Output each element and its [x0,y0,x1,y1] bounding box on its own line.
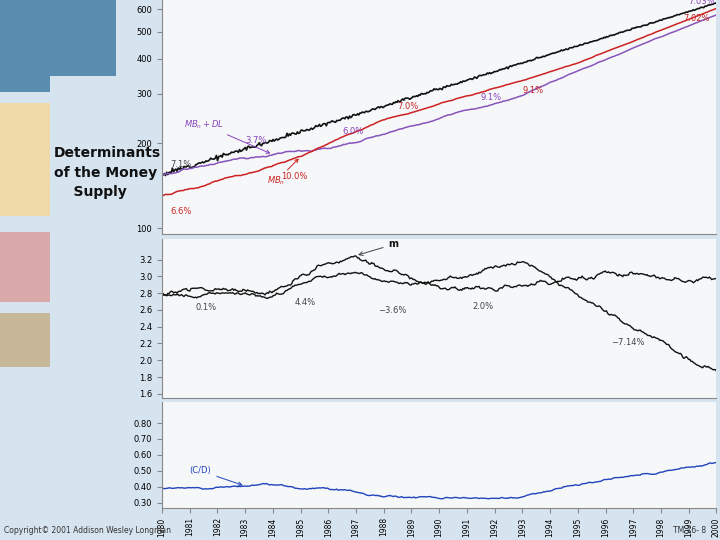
Bar [0,22,50,92]
Text: Determinants
of the Money
    Supply: Determinants of the Money Supply [54,146,161,199]
Bar [0,313,50,367]
Text: 9.1%: 9.1% [481,93,502,102]
Text: TM 16- 8: TM 16- 8 [673,525,706,535]
Bar [0,0,116,76]
Text: 0.1%: 0.1% [195,303,217,312]
Text: 10.0%: 10.0% [282,172,307,181]
Text: 7.0%: 7.0% [397,102,419,111]
Text: 7.03%: 7.03% [689,0,715,6]
Text: −3.6%: −3.6% [378,306,407,315]
Text: 4.4%: 4.4% [295,298,316,307]
Bar [0,232,50,302]
Text: $MB_n$: $MB_n$ [267,159,298,187]
Text: 6.0%: 6.0% [342,127,364,136]
Text: 3.7%: 3.7% [245,136,266,145]
Text: $MB_n + DL$: $MB_n + DL$ [184,118,269,153]
Text: Copyright© 2001 Addison Wesley Longman: Copyright© 2001 Addison Wesley Longman [4,525,171,535]
Bar [0,103,50,216]
Text: 2.0%: 2.0% [472,302,494,311]
Text: m: m [359,239,399,255]
Text: 9.1%: 9.1% [523,86,544,95]
Text: 6.6%: 6.6% [171,207,192,216]
Text: (C/D): (C/D) [190,467,242,485]
Text: 7.02%: 7.02% [683,15,710,23]
Text: −7.14%: −7.14% [611,338,644,347]
Text: 7.1%: 7.1% [171,160,192,170]
